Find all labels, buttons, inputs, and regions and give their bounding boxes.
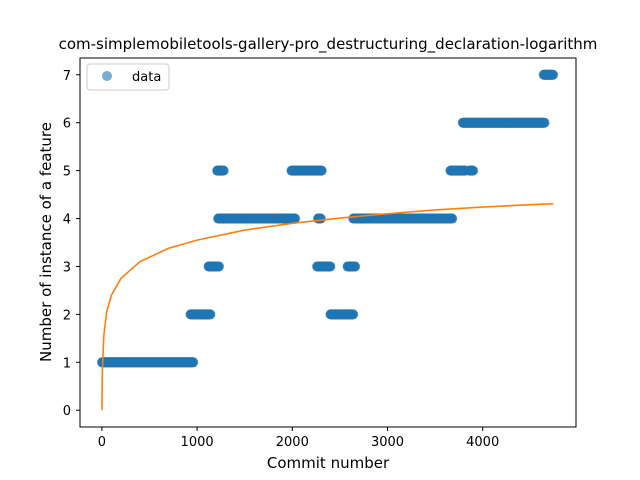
y-tick-label: 0 [63, 404, 71, 419]
chart-title: com-simplemobiletools-gallery-pro_destru… [59, 35, 598, 54]
x-tick-label: 0 [98, 435, 106, 450]
x-tick-label: 4000 [466, 435, 499, 450]
y-tick-label: 7 [63, 69, 71, 84]
data-point [205, 309, 215, 319]
data-point [325, 261, 335, 271]
data-point [317, 166, 327, 176]
data-point [350, 261, 360, 271]
data-point [188, 357, 198, 367]
y-tick-label: 2 [63, 308, 71, 323]
data-point [540, 118, 550, 128]
data-point [214, 261, 224, 271]
data-point [219, 166, 229, 176]
x-tick-label: 1000 [181, 435, 214, 450]
data-point [548, 70, 558, 80]
y-tick-label: 5 [63, 165, 71, 180]
legend-label-data: data [132, 70, 161, 85]
y-tick-label: 6 [63, 117, 71, 132]
x-tick-label: 2000 [276, 435, 309, 450]
x-axis-label: Commit number [267, 454, 390, 472]
y-tick-label: 4 [63, 213, 71, 228]
y-tick-label: 1 [63, 356, 71, 371]
x-tick-label: 3000 [371, 435, 404, 450]
legend-marker-data [102, 71, 112, 81]
data-point [468, 166, 478, 176]
y-axis-label: Number of instance of a feature [37, 122, 55, 362]
data-point [348, 309, 358, 319]
legend: data [87, 64, 169, 90]
y-tick-label: 3 [63, 260, 71, 275]
data-point [316, 214, 326, 224]
data-point [447, 214, 457, 224]
